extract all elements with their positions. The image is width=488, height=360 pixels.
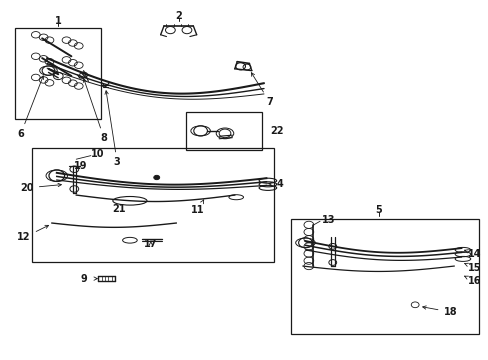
Text: 9: 9 [81, 274, 87, 284]
Bar [32, 148, 273, 262]
Text: 17: 17 [144, 239, 157, 249]
Text: 1: 1 [55, 17, 61, 27]
Text: 15: 15 [464, 262, 480, 273]
Text: 18: 18 [422, 306, 456, 317]
Text: 3: 3 [105, 91, 121, 167]
Text: 13: 13 [321, 215, 334, 225]
Text: 14: 14 [464, 248, 480, 258]
Text: 7: 7 [251, 73, 273, 107]
Text: 6: 6 [17, 76, 43, 139]
Text: 22: 22 [269, 126, 283, 136]
Text: 2: 2 [175, 11, 182, 21]
Text: 20: 20 [20, 183, 61, 193]
Bar [15, 28, 101, 119]
Bar [290, 220, 478, 334]
Text: 8: 8 [83, 79, 107, 143]
Text: 16: 16 [464, 276, 480, 286]
Circle shape [154, 175, 159, 180]
Text: 12: 12 [18, 225, 48, 242]
Text: 4: 4 [268, 179, 283, 189]
Text: 21: 21 [112, 204, 125, 214]
Text: 11: 11 [190, 200, 204, 216]
Text: 5: 5 [374, 206, 381, 216]
Bar [185, 112, 261, 149]
Text: 19: 19 [74, 161, 87, 171]
Text: 10: 10 [91, 149, 104, 159]
